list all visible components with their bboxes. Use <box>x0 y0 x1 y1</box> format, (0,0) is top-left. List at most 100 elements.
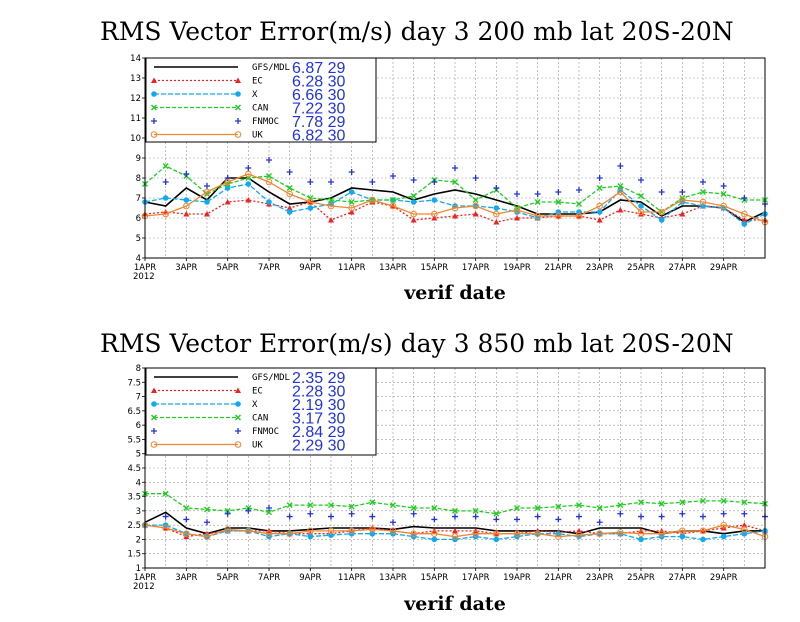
y-tick-label: 5 <box>136 234 141 244</box>
data-point <box>699 198 707 206</box>
data-point <box>224 510 231 517</box>
x-tick-label: 21APR <box>544 263 572 273</box>
data-point <box>452 527 458 534</box>
data-point <box>390 173 396 179</box>
legend-marker <box>235 428 241 434</box>
data-point <box>245 165 252 171</box>
legend-series-stat: 2.35 29 <box>292 370 345 387</box>
x-tick-label: 23APR <box>586 573 614 583</box>
y-tick-label: 10 <box>130 134 141 144</box>
y-tick-label: 2 <box>136 535 141 545</box>
y-tick-label: 4 <box>136 254 141 264</box>
data-point <box>266 505 272 511</box>
x-axis-label: verif date <box>403 282 506 304</box>
legend-marker <box>235 387 241 393</box>
data-point <box>431 530 438 538</box>
data-point <box>307 510 314 517</box>
x-tick-label: 13APR <box>379 573 407 583</box>
data-point <box>720 202 727 210</box>
data-point <box>700 497 706 504</box>
y-tick-label: 7 <box>136 393 141 403</box>
series-x <box>142 181 768 227</box>
data-point <box>452 513 458 520</box>
plot-frame <box>144 367 766 569</box>
data-point <box>328 502 334 509</box>
legend-marker <box>235 118 241 124</box>
legend-series-name: X <box>252 400 258 410</box>
data-point <box>204 191 210 197</box>
data-point <box>307 502 314 509</box>
data-point <box>431 210 438 218</box>
legend-series-name: GFS/MDL <box>252 373 290 383</box>
y-tick-label: 11 <box>130 114 141 124</box>
data-point <box>638 203 644 209</box>
data-point <box>348 199 355 205</box>
data-point <box>576 201 582 207</box>
legend-marker <box>151 77 157 83</box>
data-point <box>700 189 706 195</box>
y-tick-label: 2.5 <box>127 521 141 531</box>
x-tick-label: 1APR <box>134 263 156 273</box>
data-point <box>410 505 417 511</box>
x-tick-label: 7APR <box>258 573 280 583</box>
legend-marker <box>151 104 157 111</box>
data-point <box>224 185 231 191</box>
data-point <box>679 211 686 217</box>
legend-marker <box>151 401 157 407</box>
data-point <box>596 175 603 181</box>
data-point <box>638 193 644 199</box>
legend-series-stat: 7.78 29 <box>292 114 345 131</box>
series-uk <box>141 170 769 226</box>
data-point <box>390 519 396 526</box>
data-point <box>472 202 479 210</box>
legend-marker <box>235 77 241 83</box>
data-point <box>637 208 645 216</box>
x-tick-label: 27APR <box>668 263 696 273</box>
legend-marker <box>151 428 157 434</box>
data-point <box>266 157 272 163</box>
data-point <box>204 199 210 205</box>
x-tick-label: 21APR <box>544 573 572 583</box>
y-tick-label: 9 <box>136 154 141 164</box>
data-point <box>720 183 727 189</box>
legend-box <box>145 367 377 456</box>
data-point <box>658 500 665 507</box>
legend-series-stat: 6.87 29 <box>292 60 345 77</box>
x-tick-label: 29APR <box>710 573 738 583</box>
data-point <box>638 211 644 217</box>
y-tick-label: 8 <box>136 174 141 184</box>
data-point <box>203 188 211 196</box>
legend-marker <box>235 91 241 97</box>
data-point <box>410 510 417 517</box>
data-point <box>720 533 727 540</box>
x-tick-label: 27APR <box>668 573 696 583</box>
series-fnmoc <box>162 157 768 207</box>
data-point <box>183 197 190 203</box>
data-point <box>183 505 190 511</box>
data-point <box>410 199 417 205</box>
data-point <box>720 191 727 197</box>
data-point <box>183 202 190 210</box>
data-point <box>410 193 417 199</box>
data-point <box>348 189 355 195</box>
legend-marker <box>151 414 157 421</box>
data-point <box>617 188 624 196</box>
data-point <box>286 513 293 520</box>
series-uk <box>141 521 769 540</box>
data-point <box>720 521 727 529</box>
data-point <box>576 513 582 520</box>
x-tick-label: 1APR <box>134 573 156 583</box>
legend-series-name: UK <box>252 441 263 451</box>
data-point <box>596 202 603 210</box>
data-point <box>328 197 334 203</box>
data-point <box>328 513 334 520</box>
data-point <box>472 175 479 181</box>
legend: GFS/MDL 6.87 29 EC 6.28 30 X 6.66 30 CAN 7.22 3… <box>145 57 377 145</box>
data-point <box>307 205 314 211</box>
data-point <box>390 502 396 509</box>
series-fnmoc <box>162 505 768 526</box>
legend-marker <box>150 131 158 138</box>
legend-marker <box>151 387 157 393</box>
data-point <box>451 533 459 540</box>
data-point <box>493 210 500 218</box>
